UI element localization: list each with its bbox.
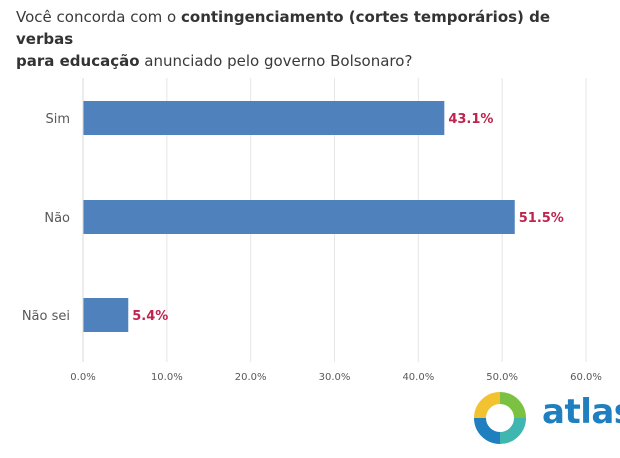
x-tick-label: 30.0%	[319, 372, 351, 383]
category-label: Sim	[45, 112, 70, 127]
x-tick-label: 0.0%	[70, 372, 95, 383]
question-text-bold-2: para educação	[16, 52, 140, 70]
atlas-logo: atlas	[470, 390, 620, 446]
x-tick-label: 10.0%	[151, 372, 183, 383]
bar	[83, 200, 515, 234]
bar	[83, 101, 445, 135]
atlas-logo-icon	[474, 392, 526, 444]
data-label: 5.4%	[132, 309, 168, 324]
data-label: 43.1%	[448, 112, 493, 127]
x-tick-label: 60.0%	[570, 372, 602, 383]
question-text-bold-1: contingenciamento (cortes temporários) d…	[16, 8, 551, 48]
x-tick-label: 50.0%	[486, 372, 518, 383]
data-label: 51.5%	[519, 211, 564, 226]
x-tick-label: 40.0%	[402, 372, 434, 383]
question-text-2: anunciado pelo governo Bolsonaro?	[139, 52, 413, 70]
x-tick-label: 20.0%	[235, 372, 267, 383]
chart-question: Você concorda com o contingenciamento (c…	[16, 6, 606, 72]
category-label: Não sei	[22, 309, 70, 324]
question-text-1: Você concorda com o	[16, 8, 182, 26]
category-label: Não	[44, 211, 70, 226]
bar	[83, 298, 129, 332]
atlas-logo-text: atlas	[542, 392, 620, 432]
